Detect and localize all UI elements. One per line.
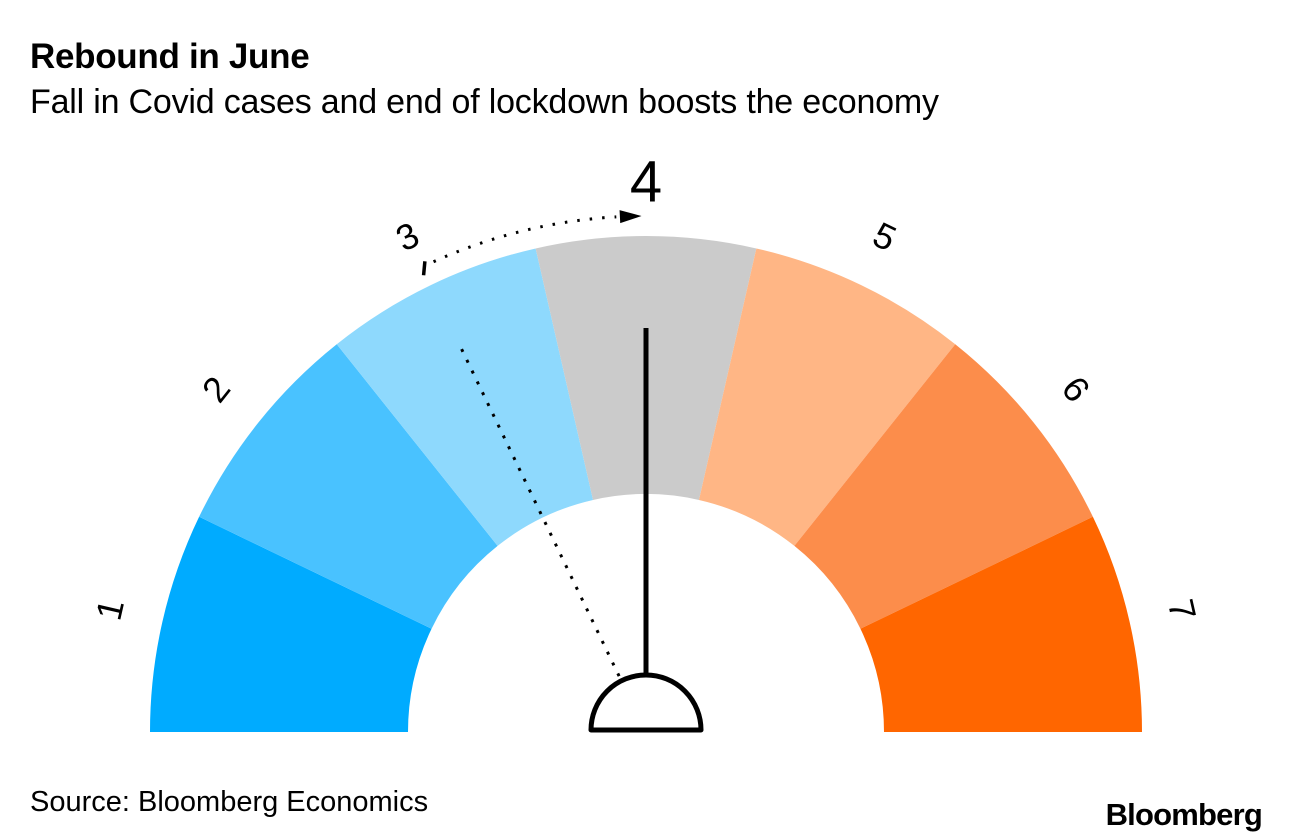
gauge-segment-1 <box>150 516 432 732</box>
gauge-tick-label-5: 5 <box>867 214 903 260</box>
source-note: Source: Bloomberg Economics <box>30 786 429 818</box>
movement-arrow-head <box>619 210 642 224</box>
bloomberg-logo: Bloomberg <box>1105 797 1263 832</box>
chart-header: Rebound in June Fall in Covid cases and … <box>30 36 939 122</box>
gauge-segment-6 <box>794 344 1093 629</box>
gauge-tick-label-3: 3 <box>389 214 425 260</box>
gauge-tick-label-7: 7 <box>1160 595 1204 624</box>
movement-arrow-start-tick <box>421 261 427 276</box>
gauge-segment-2 <box>199 344 498 629</box>
gauge-current-value-label: 4 <box>630 150 662 215</box>
needle-base-dome <box>588 672 704 733</box>
gauge-segment-5 <box>698 248 956 546</box>
chart-title: Rebound in June <box>30 37 310 76</box>
gauge-tick-label-6: 6 <box>1054 368 1099 409</box>
gauge-segment-7 <box>860 516 1142 732</box>
previous-needle-dotted-line <box>458 345 621 677</box>
chart-subtitle: Fall in Covid cases and end of lockdown … <box>30 83 939 121</box>
gauge-tick-label-1: 1 <box>88 595 132 624</box>
gauge-tick-label-2: 2 <box>194 368 239 409</box>
gauge-segment-3 <box>336 248 594 546</box>
